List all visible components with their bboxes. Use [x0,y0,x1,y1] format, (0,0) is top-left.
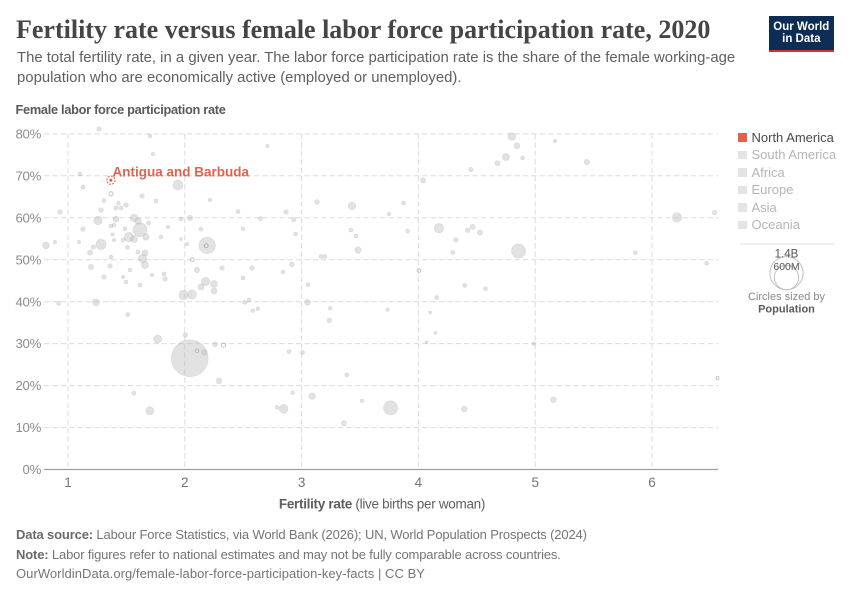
svg-text:1: 1 [64,475,72,490]
svg-text:Circles sized by: Circles sized by [748,291,826,303]
svg-text:10%: 10% [16,420,42,435]
svg-text:0%: 0% [23,462,42,477]
svg-text:2: 2 [181,475,189,490]
svg-text:Population: Population [758,304,815,316]
svg-text:80%: 80% [16,127,42,142]
svg-text:4: 4 [415,475,423,490]
svg-text:5: 5 [531,475,539,490]
svg-text:70%: 70% [16,168,42,183]
svg-text:3: 3 [298,475,306,490]
svg-text:Antigua and Barbuda: Antigua and Barbuda [113,165,250,180]
svg-text:50%: 50% [16,252,42,267]
svg-text:Fertility rate (live births pe: Fertility rate (live births per woman) [279,497,485,512]
svg-text:30%: 30% [16,336,42,351]
svg-text:60%: 60% [16,210,42,225]
svg-text:20%: 20% [16,378,42,393]
svg-text:1.4B: 1.4B [775,249,799,261]
svg-text:40%: 40% [16,294,42,309]
svg-text:6: 6 [648,475,656,490]
svg-text:600M: 600M [773,261,799,273]
